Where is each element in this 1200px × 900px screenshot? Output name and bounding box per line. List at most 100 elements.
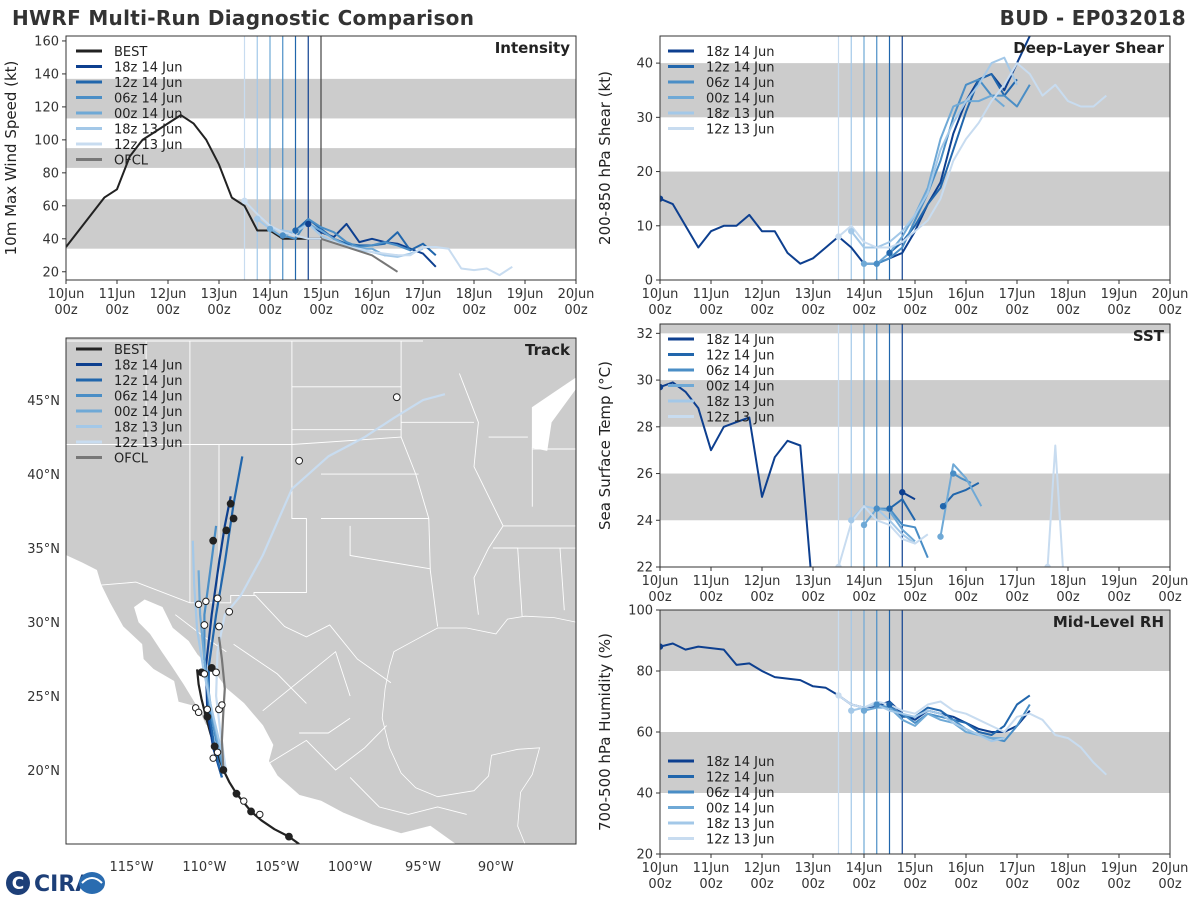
init-marker	[835, 692, 842, 699]
track-point-open	[256, 810, 264, 819]
series-12z-13-jun	[243, 200, 513, 277]
series-00z-14-jun	[269, 222, 398, 257]
plot-area	[66, 36, 576, 280]
xtick-sublabel: 00z	[750, 877, 774, 892]
lon-tick-label: 115°W	[109, 860, 153, 875]
legend-label: OFCL	[114, 452, 149, 467]
xtick-label: 10Jun	[48, 287, 85, 302]
legend-label: 00z 14 Jun	[706, 92, 775, 107]
legend-label: 06z 14 Jun	[114, 390, 183, 405]
xtick-sublabel: 00z	[903, 303, 927, 318]
ytick-label: 26	[636, 467, 653, 482]
xtick-sublabel: 00z	[954, 590, 978, 605]
map-area	[66, 338, 576, 844]
lon-tick-label: 95°W	[405, 860, 441, 875]
track-point-open	[203, 705, 212, 714]
xtick-label: 18Jun	[1050, 861, 1087, 876]
band-2	[660, 324, 1170, 334]
xtick-sublabel: 00z	[699, 303, 723, 318]
track-ofcl	[217, 636, 226, 771]
track-point-open	[213, 748, 222, 756]
xtick-label: 17Jun	[999, 287, 1036, 302]
legend-label: 12z 13 Jun	[114, 436, 183, 451]
lat-tick-label: 45°N	[27, 394, 60, 409]
xtick-sublabel: 00z	[648, 877, 672, 892]
ytick-label: 60	[636, 726, 653, 741]
xtick-label: 11Jun	[693, 287, 730, 302]
track-best	[196, 669, 300, 844]
xtick-label: 14Jun	[252, 287, 289, 302]
xtick-label: 17Jun	[405, 287, 442, 302]
panel-title: Intensity	[495, 39, 571, 57]
xtick-label: 18Jun	[456, 287, 493, 302]
panel-rh: 2040608010010Jun00z11Jun00z12Jun00z13Jun…	[596, 604, 1188, 893]
plot-area	[660, 610, 1170, 854]
legend-label: 12z 14 Jun	[706, 771, 775, 786]
track-point	[285, 832, 293, 841]
legend-label: 06z 14 Jun	[114, 92, 183, 107]
xtick-label: 13Jun	[795, 287, 832, 302]
xtick-label: 19Jun	[1101, 287, 1138, 302]
legend-label: 12z 14 Jun	[706, 61, 775, 76]
plot-area	[660, 36, 1170, 280]
xtick-sublabel: 00z	[801, 590, 825, 605]
ytick-label: 20	[636, 165, 653, 180]
xtick-sublabel: 00z	[1158, 303, 1182, 318]
xtick-label: 16Jun	[948, 861, 985, 876]
legend-label: 12z 13 Jun	[706, 833, 775, 848]
xtick-sublabel: 00z	[462, 303, 486, 318]
series-00z-14-jun	[939, 463, 983, 537]
init-marker	[873, 701, 880, 708]
xtick-sublabel: 00z	[207, 303, 231, 318]
init-marker	[886, 249, 893, 257]
xtick-label: 11Jun	[693, 861, 730, 876]
xtick-label: 12Jun	[744, 287, 781, 302]
plot-area	[660, 324, 1170, 567]
ytick-label: 0	[645, 274, 653, 289]
lon-tick-label: 100°W	[328, 860, 372, 875]
panel-track: 115°W 110°W 105°W 100°W 95°W 90°W 20°N 25°N 30°N…	[27, 337, 577, 875]
band-1	[660, 610, 1170, 671]
lon-tick-label: 105°W	[255, 860, 299, 875]
xtick-label: 12Jun	[744, 574, 781, 589]
xtick-label: 20Jun	[1152, 287, 1189, 302]
init-marker	[254, 215, 261, 223]
track-point	[295, 456, 304, 465]
xtick-sublabel: 00z	[954, 303, 978, 318]
lat-tick-label: 20°N	[27, 764, 60, 779]
track-point	[232, 789, 241, 798]
xtick-sublabel: 00z	[801, 303, 825, 318]
xtick-label: 14Jun	[846, 287, 883, 302]
track-point	[222, 526, 231, 535]
xtick-sublabel: 00z	[648, 590, 672, 605]
init-marker	[848, 228, 855, 235]
ytick-label: 80	[636, 665, 653, 680]
series-06z-14-jun	[876, 78, 1031, 265]
boundary-line	[269, 725, 387, 771]
boundary-line	[349, 525, 431, 570]
legend-label: 18z 13 Jun	[706, 107, 775, 122]
xtick-sublabel: 00z	[1005, 590, 1029, 605]
xtick-label: 19Jun	[1101, 861, 1138, 876]
xtick-label: 14Jun	[846, 861, 883, 876]
xtick-label: 19Jun	[507, 287, 544, 302]
boundary-line	[66, 436, 402, 445]
series-12z-14-jun	[888, 498, 916, 521]
track-point	[392, 393, 401, 402]
boundary-line	[559, 548, 565, 611]
init-marker	[292, 227, 299, 234]
xtick-sublabel: 00z	[750, 590, 774, 605]
xtick-label: 11Jun	[693, 574, 730, 589]
xtick-label: 16Jun	[354, 287, 391, 302]
band-0	[660, 732, 1170, 793]
ytick-label: 60	[42, 199, 59, 214]
panel-title: Track	[525, 341, 571, 359]
track-point	[247, 807, 255, 816]
init-marker	[899, 489, 906, 496]
xtick-label: 20Jun	[558, 287, 595, 302]
track-point-open	[200, 670, 209, 678]
track-point	[200, 621, 209, 629]
xtick-sublabel: 00z	[1107, 590, 1131, 605]
track-point-open	[209, 754, 217, 762]
